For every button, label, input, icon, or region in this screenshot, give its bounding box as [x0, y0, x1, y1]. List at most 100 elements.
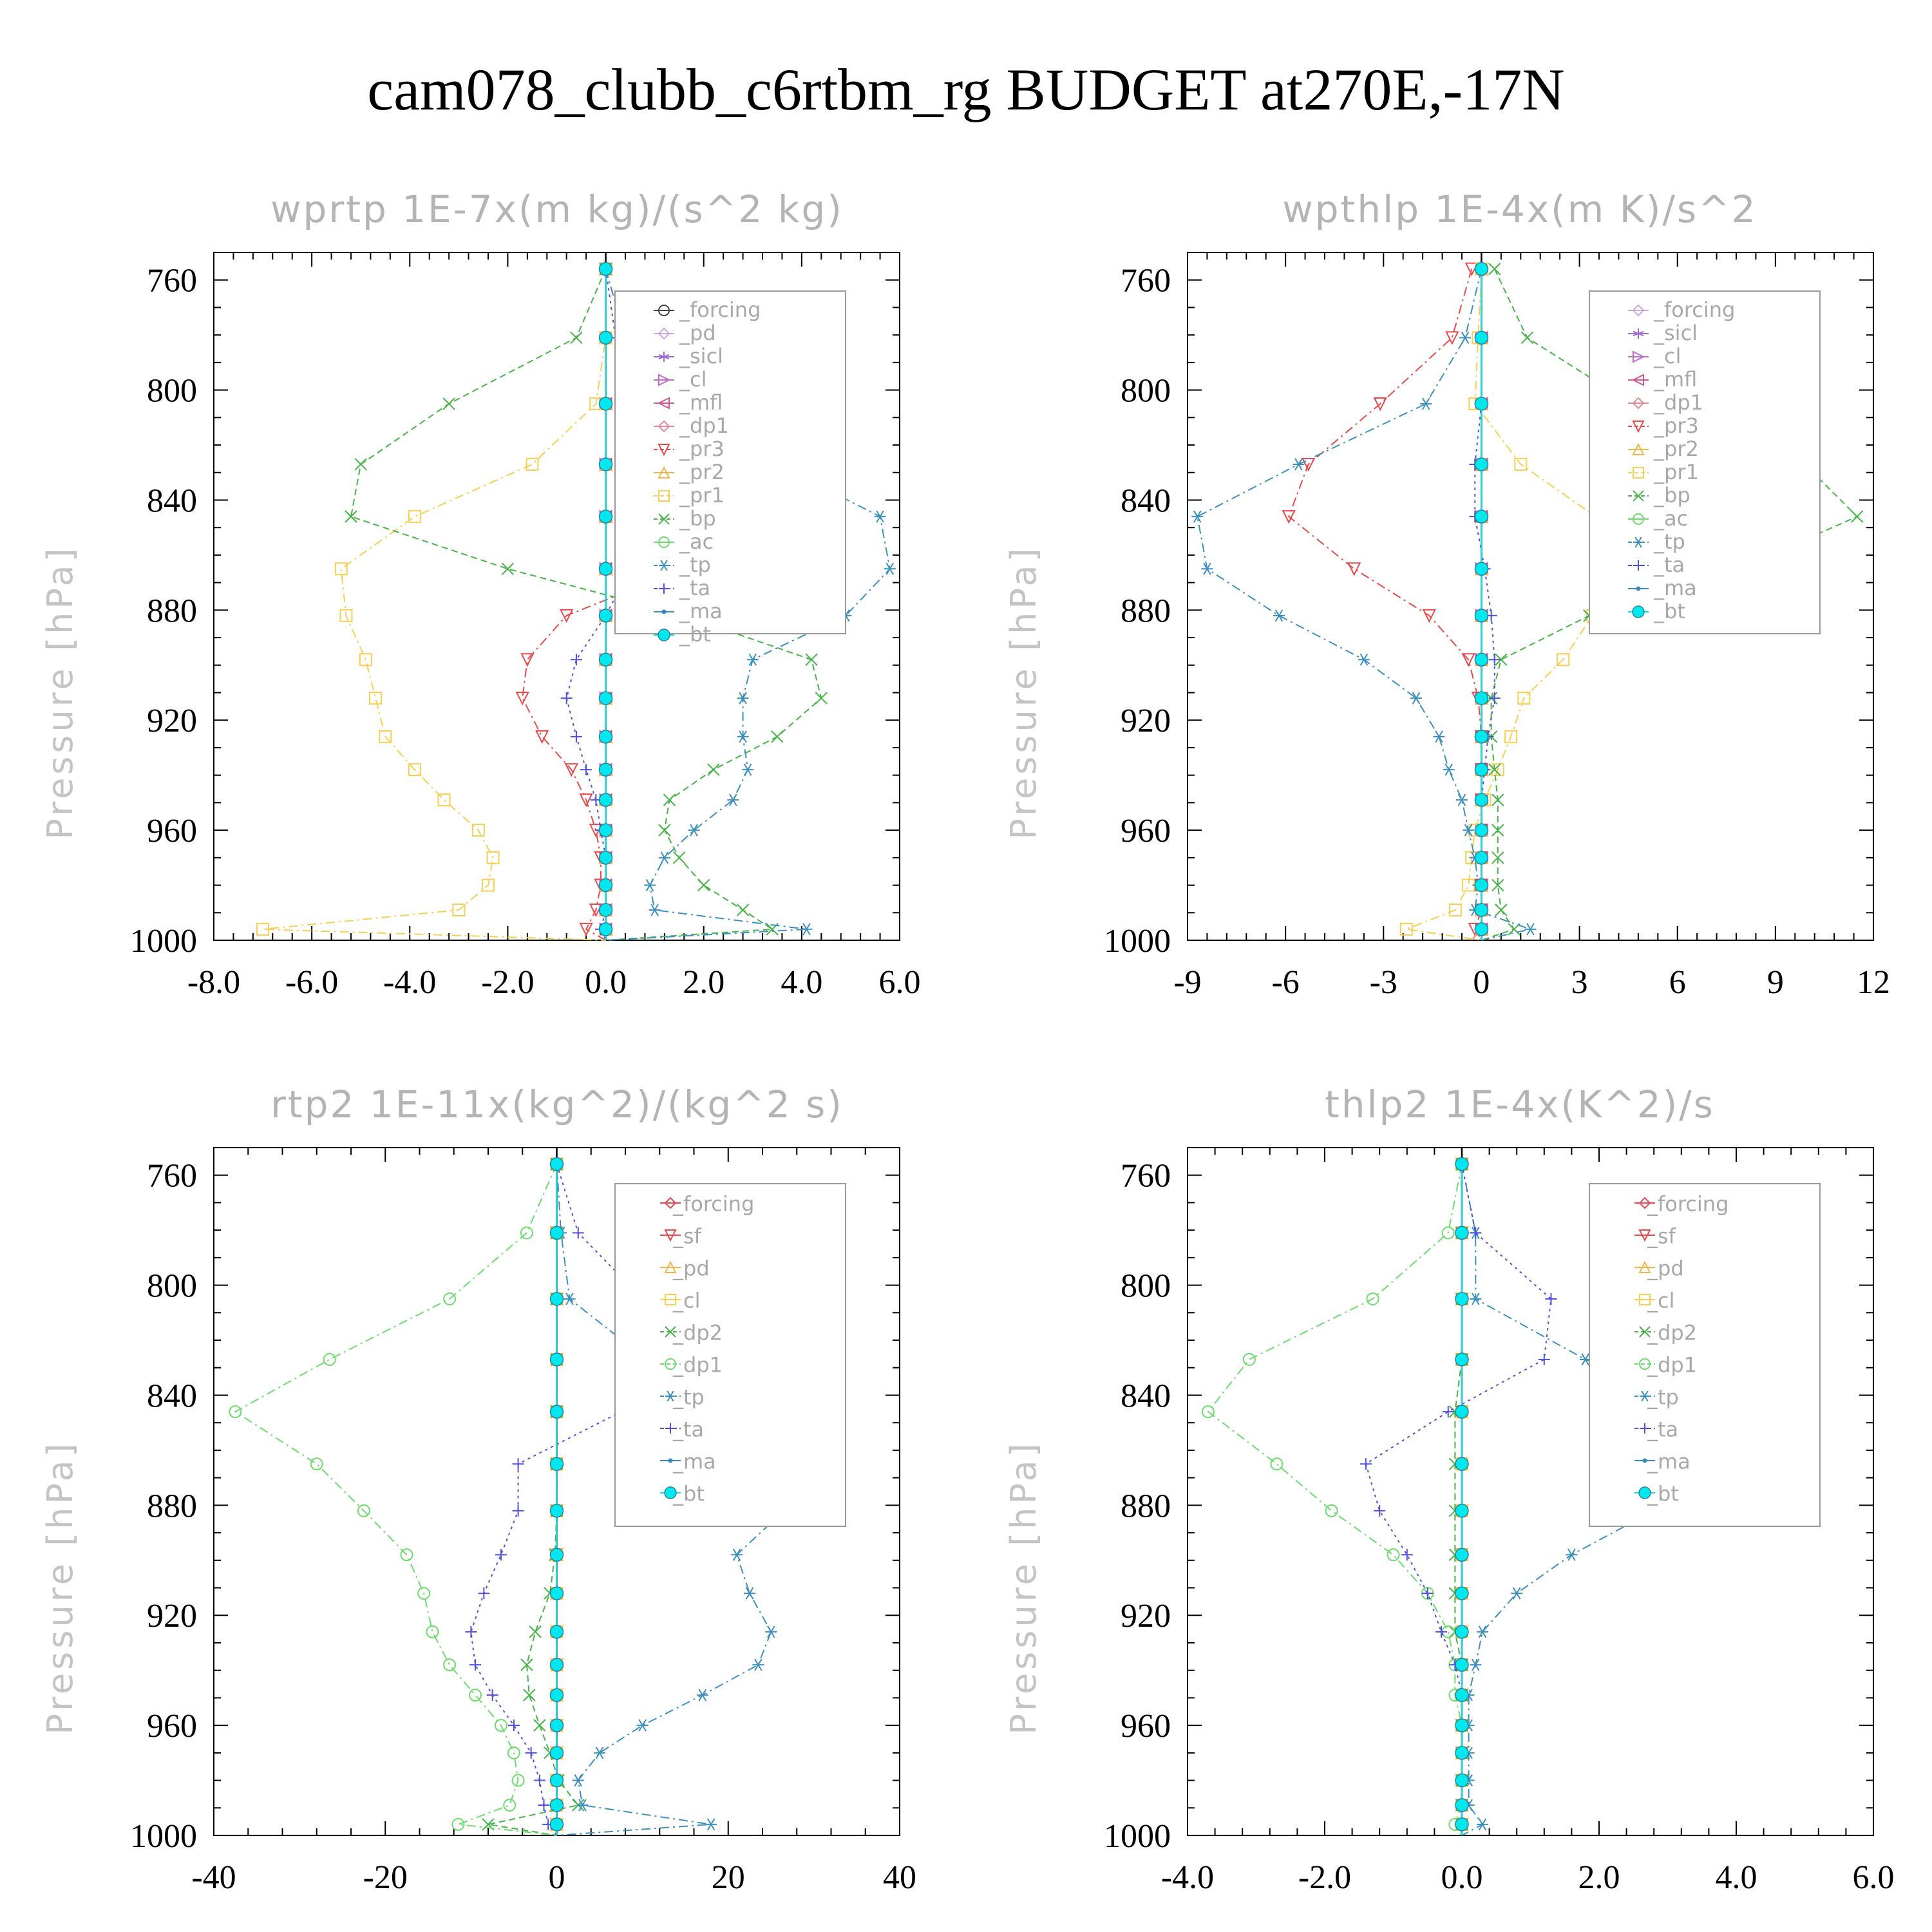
data-point [800, 923, 813, 936]
data-point [1474, 903, 1489, 917]
panel-rtp2: rtp2 1E-11x(kg^2)/(kg^2 s) Pressure [hPa… [40, 1083, 916, 1896]
data-point [1474, 730, 1489, 744]
legend: _forcing_sicl_cl_mfl_dp1_pr3_pr2_pr1_bp_… [1589, 290, 1821, 634]
legend-marker [664, 1260, 677, 1273]
data-point [442, 397, 455, 410]
y-tick-label: 960 [1121, 1708, 1171, 1745]
data-point [426, 1625, 439, 1638]
data-point [379, 730, 392, 743]
y-tick-label: 880 [1121, 592, 1171, 629]
legend-label: _dp2 [672, 1321, 723, 1345]
series-line [234, 1164, 558, 1836]
data-point [494, 1719, 507, 1732]
data-point [1511, 1587, 1523, 1600]
legend-label: _ta [1653, 553, 1685, 577]
legend-marker [1633, 536, 1643, 548]
legend-marker [665, 1326, 676, 1338]
data-point [549, 1405, 564, 1419]
data-point [1443, 763, 1455, 776]
data-point [443, 1292, 457, 1305]
y-axis-label: Pressure [hPa] [1003, 1440, 1044, 1734]
data-point [1455, 1658, 1469, 1672]
legend-label: _ma [1653, 576, 1697, 600]
y-tick-label: 760 [147, 263, 197, 299]
y-tick-label: 840 [147, 1378, 197, 1414]
data-point [560, 692, 573, 705]
data-point [525, 1747, 537, 1759]
data-point [1474, 509, 1489, 524]
data-point [345, 510, 357, 523]
y-tick-label: 1000 [130, 923, 197, 960]
data-point [598, 691, 613, 705]
legend-label: _mfl [679, 390, 723, 415]
data-point [1201, 562, 1213, 575]
series-line [470, 1164, 678, 1836]
series-ta [1359, 1158, 1557, 1835]
series-dp1 [1201, 1157, 1468, 1836]
data-point [1470, 1658, 1482, 1671]
data-point [549, 1504, 564, 1518]
legend-label: _pr3 [679, 437, 724, 461]
data-point [549, 1658, 564, 1672]
legend-label: _bt [679, 622, 711, 647]
data-point [1520, 331, 1534, 345]
data-point [507, 1746, 520, 1759]
x-tick-label: -4.0 [1161, 1859, 1214, 1896]
legend-marker [1638, 1197, 1651, 1209]
legend-marker [661, 609, 667, 614]
series-line [1288, 269, 1482, 941]
data-point [598, 652, 613, 667]
data-point [1325, 1504, 1338, 1517]
data-point [1347, 562, 1361, 576]
data-point [400, 1548, 413, 1562]
x-tick-label: 0 [549, 1859, 565, 1896]
legend-label: _dp1 [679, 413, 729, 438]
legend-label: _tp [1647, 1385, 1679, 1410]
plot-area: -40 -20 0 20 40 760 800 840 880 920 960 1000 _forcin… [130, 1147, 916, 1896]
series-line [1454, 1164, 1463, 1835]
data-point [688, 824, 700, 837]
data-point [598, 823, 613, 837]
data-point [1474, 457, 1489, 471]
y-tick-label: 760 [1121, 1158, 1171, 1195]
legend-label: _bt [1653, 599, 1685, 623]
data-point [520, 1226, 533, 1240]
data-point [520, 1658, 533, 1671]
legend-marker [1633, 328, 1644, 339]
data-point [1488, 654, 1501, 666]
data-point [357, 1504, 370, 1517]
x-tick-label: 6.0 [879, 964, 921, 1001]
x-tick-label: 20 [712, 1859, 745, 1896]
legend-marker [1640, 1390, 1650, 1402]
data-point [533, 1774, 545, 1786]
data-point [1273, 609, 1285, 622]
data-point [451, 1817, 465, 1831]
legend-marker [1632, 304, 1645, 317]
data-point [1455, 1157, 1469, 1171]
data-point [1492, 793, 1504, 806]
legend-label: _ma [1647, 1450, 1690, 1474]
legend-label: _mfl [1653, 367, 1697, 392]
panel-title: wpthlp 1E-4x(m K)/s^2 [1282, 187, 1757, 231]
data-point [1282, 510, 1296, 524]
x-tick-label: 0.0 [585, 964, 627, 1001]
legend-marker [665, 1294, 676, 1305]
data-point [369, 692, 383, 705]
data-point [1474, 762, 1489, 777]
data-point [549, 1586, 564, 1600]
data-point [1488, 763, 1501, 776]
data-point [549, 1773, 564, 1788]
legend: _forcing _sf _pd _cl _dp2 _dp1 _tp _ta _ma _bt [1589, 1183, 1821, 1527]
data-point [511, 1774, 525, 1787]
data-point [1566, 1548, 1578, 1561]
data-point [512, 1458, 524, 1470]
data-point [598, 562, 613, 576]
data-point [549, 1688, 564, 1702]
data-point [598, 730, 613, 744]
panel-thlp2: thlp2 1E-4x(K^2)/s Pressure [hPa] -4.0 -2… [1003, 1083, 1895, 1896]
data-point [1474, 793, 1489, 807]
data-point [1293, 458, 1305, 471]
data-point [549, 1548, 564, 1562]
y-tick-label: 1000 [1104, 923, 1171, 960]
data-point [1474, 261, 1489, 276]
